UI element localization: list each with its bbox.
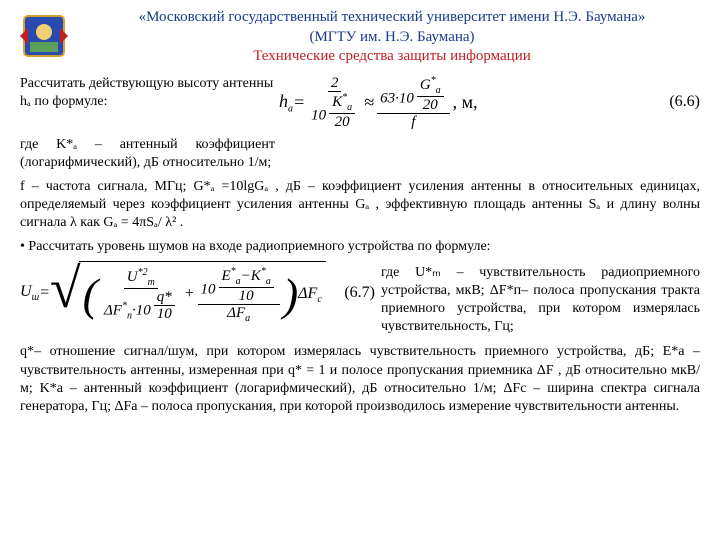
where1-row: где K*ₐ – антенный коэффициент (логарифм… [20,133,700,175]
header-text: «Московский государственный технический … [80,8,704,67]
eq-num-67: (6.7) [332,283,375,304]
where1b: f – частота сигнала, МГц; G*ₐ =10lgGₐ , … [20,178,700,233]
where1a: где K*ₐ – антенный коэффициент (логарифм… [20,136,279,172]
course-title: Технические средства защиты информации [80,47,704,67]
task1-text: Рассчитать действующую высоту антенны hₐ… [20,75,279,111]
formula-6-6: ha = 2 10K*a20 ≈ 63·10G*a20 f , м, [279,75,700,131]
university-name: «Московский государственный технический … [80,8,704,28]
task2: • Рассчитать уровень шумов на входе ради… [20,238,700,256]
university-emblem-icon [16,8,72,64]
header: «Московский государственный технический … [0,0,720,71]
formula-6-7-row: Uш = √ ( U*2m ΔF*п·10q*10 + [20,261,700,340]
task1-row: Рассчитать действующую высоту антенны hₐ… [20,75,700,131]
where2a: где U*ₘ – чувствительность радиоприемног… [375,264,700,337]
university-abbrev: (МГТУ им. Н.Э. Баумана) [80,28,704,48]
eq-num-66: (6.6) [657,92,700,113]
formula-6-7: Uш = √ ( U*2m ΔF*п·10q*10 + [20,261,375,327]
where2b: q*– отношение сигнал/шум, при котором из… [20,343,700,416]
content: Рассчитать действующую высоту антенны hₐ… [0,71,720,428]
